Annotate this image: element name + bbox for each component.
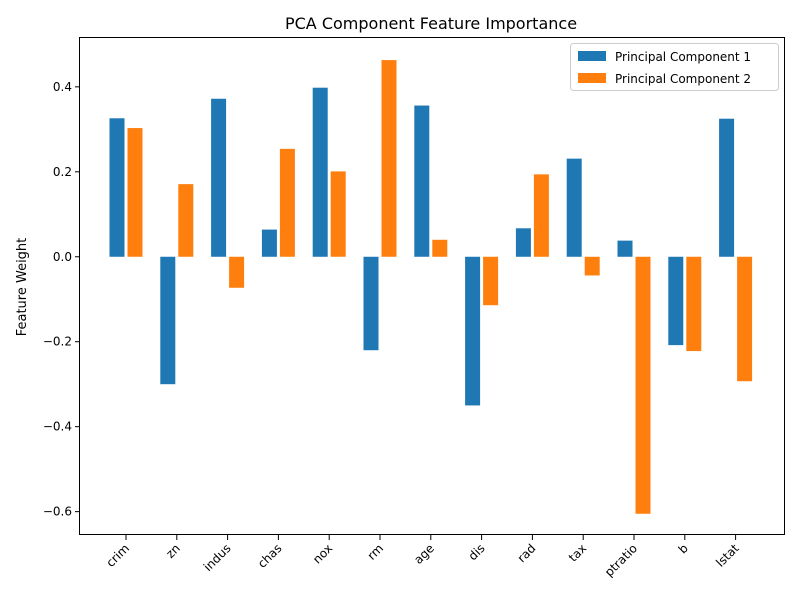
bar-pc1-rm	[363, 256, 379, 351]
bar-pc1-age	[414, 105, 430, 257]
bar-pc1-zn	[160, 256, 176, 385]
x-tick-label-dis: dis	[466, 541, 488, 563]
bar-pc1-tax	[566, 158, 582, 257]
bar-pc1-ptratio	[617, 240, 633, 257]
x-axis-ticks: crim zn indus chas nox rm age dis rad tax ptratio b…	[103, 535, 742, 579]
legend-label-pc2: Principal Component 2	[615, 72, 751, 86]
bar-pc2-chas	[279, 148, 295, 257]
x-tick-label-nox: nox	[310, 541, 335, 566]
bar-pc2-crim	[127, 128, 143, 257]
bar-pc2-rad	[533, 174, 549, 257]
bar-pc2-ptratio	[635, 256, 651, 514]
legend-swatch-pc1	[578, 51, 606, 61]
x-tick-label-tax: tax	[566, 541, 589, 564]
y-tick-label: 0.2	[53, 165, 72, 179]
y-tick-label: −0.6	[43, 505, 72, 519]
bar-pc1-b	[668, 256, 684, 346]
x-tick-label-chas: chas	[255, 541, 285, 571]
x-tick-label-indus: indus	[201, 541, 234, 574]
bar-pc2-age	[432, 239, 448, 257]
chart-title: PCA Component Feature Importance	[285, 14, 577, 33]
bar-pc1-indus	[211, 98, 227, 257]
legend-swatch-pc2	[578, 73, 606, 83]
bar-pc1-crim	[109, 118, 125, 257]
bar-pc2-dis	[483, 256, 499, 306]
x-tick-label-lstat: lstat	[713, 541, 742, 570]
legend-label-pc1: Principal Component 1	[615, 50, 751, 64]
x-tick-label-rm: rm	[365, 541, 387, 563]
bar-pc1-chas	[261, 229, 277, 257]
bar-pc1-rad	[515, 228, 531, 257]
legend: Principal Component 1 Principal Component…	[570, 43, 779, 91]
bar-pc2-indus	[229, 256, 245, 288]
x-tick-label-b: b	[676, 541, 691, 556]
y-tick-label: 0.4	[53, 80, 72, 94]
x-tick-label-ptratio: ptratio	[602, 541, 640, 579]
x-tick-label-crim: crim	[103, 541, 132, 570]
bar-pc1-dis	[465, 256, 481, 406]
y-tick-label: −0.4	[43, 420, 72, 434]
x-tick-label-age: age	[411, 541, 437, 567]
y-axis-label: Feature Weight	[15, 238, 30, 337]
bar-pc1-nox	[312, 87, 328, 257]
x-tick-label-zn: zn	[163, 541, 183, 561]
bar-pc1-lstat	[719, 118, 735, 257]
bar-pc2-lstat	[737, 256, 753, 382]
y-axis-ticks: −0.6 −0.4 −0.2 0.0 0.2 0.4	[43, 80, 80, 519]
bar-pc2-nox	[330, 171, 346, 257]
bar-pc2-tax	[584, 256, 600, 276]
bars-group	[109, 60, 753, 514]
y-tick-label: 0.0	[53, 250, 72, 264]
x-tick-label-rad: rad	[515, 541, 539, 565]
bar-pc2-zn	[178, 184, 194, 257]
legend-box	[570, 43, 779, 91]
y-tick-label: −0.2	[43, 335, 72, 349]
bar-pc2-rm	[381, 60, 397, 257]
plot-frame	[79, 37, 785, 535]
bar-pc2-b	[686, 256, 702, 352]
